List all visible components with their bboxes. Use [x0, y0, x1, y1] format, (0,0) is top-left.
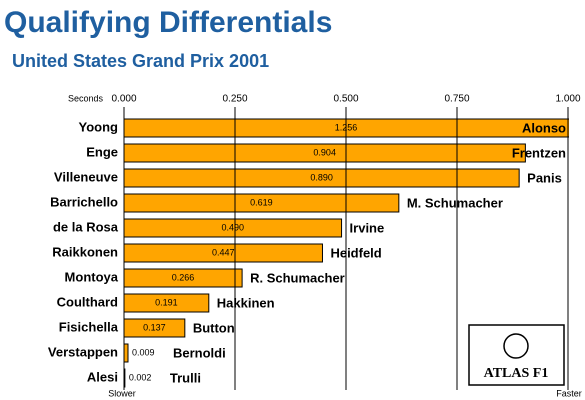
- x-tick-label: 0.000: [111, 94, 136, 105]
- value-label: 0.191: [155, 297, 178, 307]
- value-label: 0.619: [250, 197, 273, 207]
- value-label: 0.447: [212, 247, 235, 257]
- bar: [124, 218, 343, 238]
- x-tick-label: 0.250: [222, 94, 247, 105]
- bar: [124, 143, 526, 163]
- category-label: Villeneuve: [54, 169, 118, 184]
- faster-driver-label: Button: [193, 320, 235, 335]
- x-tick-label: 0.500: [333, 94, 358, 105]
- value-label: 0.890: [310, 172, 333, 182]
- category-label: Raikkonen: [52, 244, 118, 259]
- value-label: 0.002: [129, 372, 152, 382]
- faster-driver-label: R. Schumacher: [250, 270, 345, 285]
- value-label: 0.266: [172, 272, 195, 282]
- x-tick-label: 1.000: [555, 94, 580, 105]
- bar: [124, 168, 520, 188]
- logo-text: ATLAS F1: [484, 366, 549, 381]
- bar: [124, 318, 186, 338]
- faster-driver-label: Frentzen: [512, 145, 566, 160]
- category-label: Verstappen: [48, 344, 118, 359]
- bar: [124, 243, 323, 263]
- faster-driver-label: Irvine: [350, 220, 385, 235]
- bar: [124, 193, 400, 213]
- logo-box: [468, 324, 565, 386]
- bar: [124, 343, 129, 363]
- axis-label: Seconds: [68, 93, 104, 103]
- value-label: 1.256: [335, 122, 358, 132]
- value-label: 0.009: [132, 347, 155, 357]
- faster-driver-label: Heidfeld: [330, 245, 381, 260]
- chart-title: Qualifying Differentials: [4, 6, 332, 39]
- value-label: 0.904: [313, 147, 336, 157]
- bar: [124, 293, 210, 313]
- category-label: Yoong: [79, 119, 119, 134]
- bar: [124, 268, 243, 288]
- x-tick-label: 0.750: [444, 94, 469, 105]
- category-label: Barrichello: [50, 194, 118, 209]
- faster-driver-label: Trulli: [170, 370, 201, 385]
- faster-driver-label: Panis: [527, 170, 562, 185]
- faster-driver-label: Hakkinen: [217, 295, 275, 310]
- category-label: de la Rosa: [53, 219, 119, 234]
- logo: ATLAS F1: [468, 324, 565, 386]
- slower-label: Slower: [108, 388, 136, 398]
- category-label: Fisichella: [59, 319, 119, 334]
- faster-label: Faster: [556, 388, 582, 398]
- faster-driver-label: Alonso: [522, 120, 566, 135]
- category-label: Coulthard: [57, 294, 118, 309]
- logo-emblem: [503, 333, 529, 359]
- faster-driver-label: Bernoldi: [173, 345, 226, 360]
- faster-driver-label: M. Schumacher: [407, 195, 503, 210]
- category-label: Montoya: [65, 269, 119, 284]
- category-label: Alesi: [87, 369, 118, 384]
- value-label: 0.490: [222, 222, 245, 232]
- value-label: 0.137: [143, 322, 166, 332]
- plot: 0.000 0.250 0.500 0.750 1.000 Yoong 1.256 Alons…: [48, 94, 581, 390]
- chart-subtitle: United States Grand Prix 2001: [12, 51, 269, 71]
- category-label: Enge: [86, 144, 118, 159]
